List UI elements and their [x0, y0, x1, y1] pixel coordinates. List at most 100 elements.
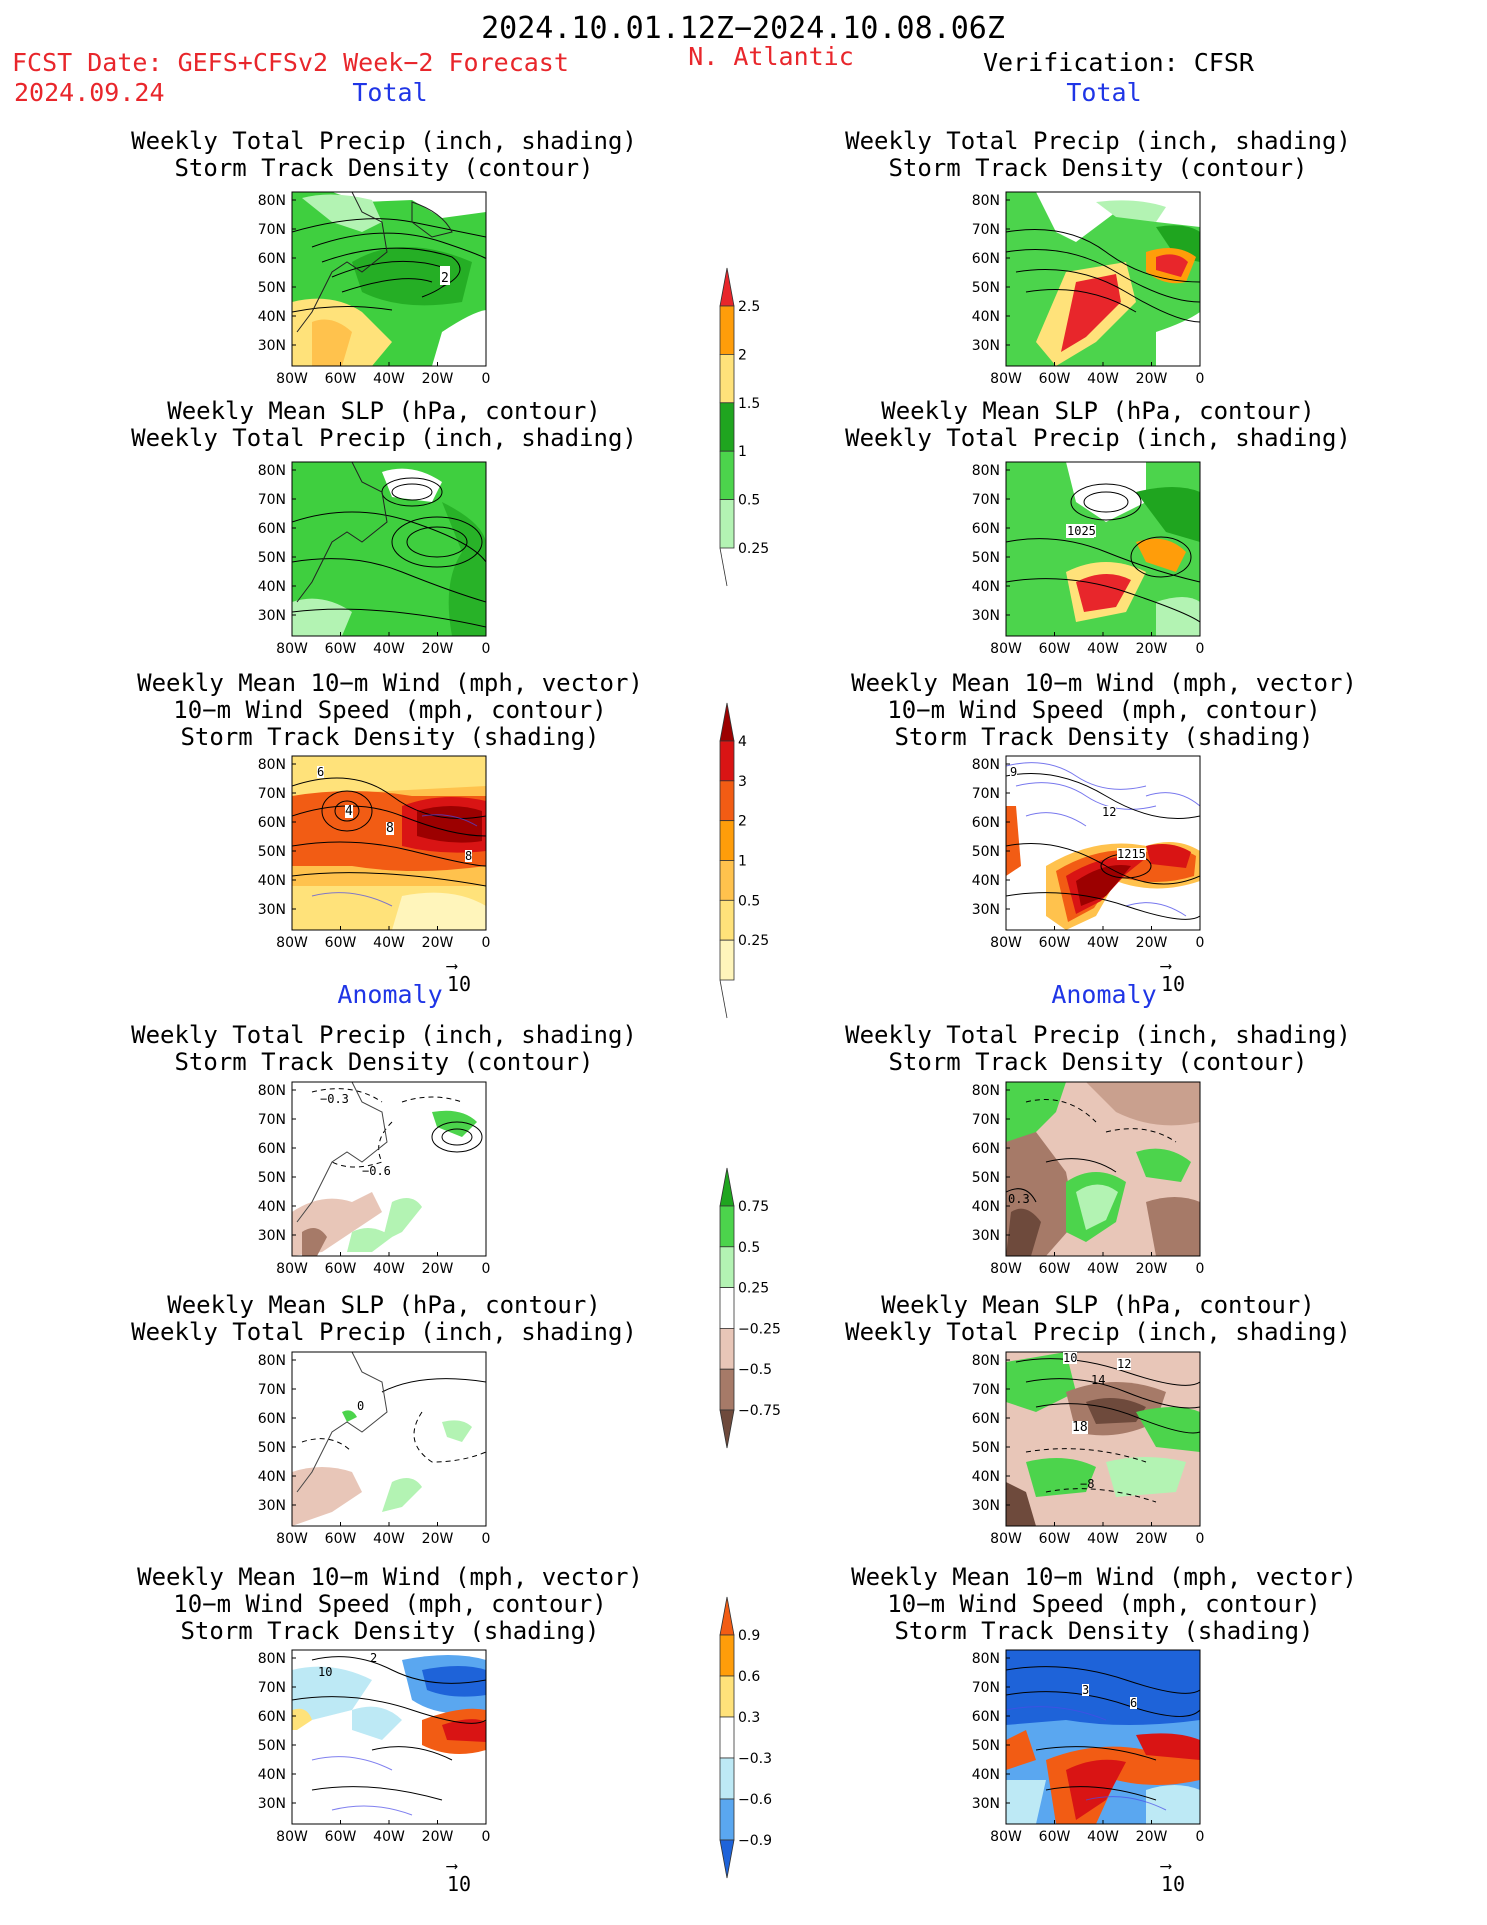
colorbar-segment: [719, 450, 735, 501]
colorbar-segment: [719, 740, 735, 782]
lat-tick-label: 80N: [972, 1083, 1000, 1099]
colorbar-label: 4: [738, 734, 747, 750]
map-vf-anom-precip: [1005, 1081, 1201, 1257]
forecast-date-label: FCST Date: GEFS+CFSv2 Week−2 Forecast: [12, 48, 569, 77]
lat-tick-label: 50N: [972, 280, 1000, 296]
lon-tick-label: 60W: [325, 1829, 357, 1845]
lat-tick-label: 70N: [258, 1382, 286, 1398]
lat-tick-label: 50N: [972, 1170, 1000, 1186]
lon-tick-label: 40W: [373, 935, 405, 951]
colorbar-label: 1.5: [738, 396, 760, 412]
colorbar-segment: [719, 1368, 735, 1411]
contour-label: −0.3: [320, 1092, 349, 1106]
lat-tick-label: 70N: [258, 1112, 286, 1128]
lat-tick-label: 50N: [972, 1440, 1000, 1456]
map-axes: 80N 70N 60N 50N 40N 30N 80W 60W 40W 20W 0: [972, 463, 1205, 657]
lat-tick-label: 50N: [258, 550, 286, 566]
lon-tick-label: 60W: [1039, 935, 1071, 951]
lon-tick-label: 60W: [325, 1531, 357, 1547]
lon-tick-label: 20W: [1136, 371, 1168, 387]
lon-tick-label: 40W: [373, 641, 405, 657]
lat-tick-label: 70N: [258, 1680, 286, 1696]
lat-tick-label: 30N: [972, 1498, 1000, 1514]
colorbar-label: −0.9: [738, 1833, 772, 1849]
colorbar-segment: [719, 499, 735, 549]
lon-tick-label: 20W: [1136, 1531, 1168, 1547]
colorbar-segment: [719, 1167, 735, 1207]
contour-label: 6: [317, 765, 325, 779]
lon-tick-label: 80W: [990, 371, 1022, 387]
lat-tick-label: 40N: [258, 1469, 286, 1485]
lon-tick-label: 60W: [325, 1261, 357, 1277]
lon-tick-label: 60W: [1039, 1261, 1071, 1277]
lat-tick-label: 50N: [258, 1170, 286, 1186]
forecast-date: 2024.09.24: [14, 78, 165, 107]
lat-tick-label: 40N: [972, 579, 1000, 595]
lat-tick-label: 80N: [258, 193, 286, 209]
colorbar-anom-storm: 0.9 0.6 0.3 −0.3 −0.6 −0.9: [719, 1596, 772, 1879]
section-total-verification: Total: [1066, 78, 1142, 107]
lon-tick-label: 60W: [1039, 1829, 1071, 1845]
lon-tick-label: 0: [1196, 371, 1205, 387]
vector-reference: ⟶ 10: [447, 956, 472, 997]
colorbar-label: −0.75: [738, 1403, 781, 1419]
lat-tick-label: 40N: [258, 873, 286, 889]
lon-tick-label: 80W: [276, 371, 308, 387]
colorbar-segment: [719, 1675, 735, 1718]
lat-tick-label: 40N: [972, 309, 1000, 325]
lat-tick-label: 60N: [258, 251, 286, 267]
contour-label: 12: [1102, 805, 1117, 819]
contour-label: 14: [1091, 1373, 1106, 1387]
colorbar-label: 0.5: [738, 893, 760, 909]
colorbar-segment: [719, 1798, 735, 1841]
lon-tick-label: 60W: [1039, 371, 1071, 387]
lat-tick-label: 30N: [972, 338, 1000, 354]
lat-tick-label: 50N: [258, 280, 286, 296]
contour-label: 18: [1072, 1420, 1088, 1435]
lon-tick-label: 20W: [422, 1261, 454, 1277]
lon-tick-label: 20W: [422, 371, 454, 387]
lat-tick-label: 40N: [972, 1767, 1000, 1783]
lat-tick-label: 70N: [258, 222, 286, 238]
contour-label: 4: [345, 804, 353, 819]
colorbar-label: 0.25: [738, 1281, 769, 1297]
lat-tick-label: 60N: [258, 1141, 286, 1157]
title-fc-total-wind: Weekly Mean 10−m Wind (mph, vector) 10−m …: [137, 669, 643, 751]
title-fc-anom-wind: Weekly Mean 10−m Wind (mph, vector) 10−m …: [137, 1563, 643, 1645]
lat-tick-label: 80N: [972, 193, 1000, 209]
contour-label: 8: [386, 821, 394, 836]
lat-tick-label: 30N: [258, 608, 286, 624]
colorbar-segment: [719, 1205, 735, 1248]
lon-tick-label: 0: [1196, 1261, 1205, 1277]
colorbar-tail: [719, 547, 728, 587]
lat-tick-label: 30N: [972, 1796, 1000, 1812]
colorbar-segment: [719, 820, 735, 861]
lat-tick-label: 60N: [972, 521, 1000, 537]
lon-tick-label: 60W: [325, 371, 357, 387]
map-fc-anom-wind: [291, 1649, 487, 1825]
lat-tick-label: 50N: [972, 844, 1000, 860]
lat-tick-label: 80N: [972, 1353, 1000, 1369]
title-fc-total-slp: Weekly Mean SLP (hPa, contour) Weekly Tot…: [131, 397, 637, 452]
contour-label: 10: [318, 1665, 333, 1679]
lon-tick-label: 40W: [373, 371, 405, 387]
colorbar-label: −0.3: [738, 1751, 772, 1767]
lon-tick-label: 20W: [422, 1531, 454, 1547]
lat-tick-label: 80N: [258, 1083, 286, 1099]
lon-tick-label: 60W: [325, 935, 357, 951]
lon-tick-label: 0: [1196, 935, 1205, 951]
lon-tick-label: 80W: [276, 1531, 308, 1547]
lon-tick-label: 80W: [990, 1829, 1022, 1845]
lat-tick-label: 80N: [972, 463, 1000, 479]
map-axes: 80N 70N 60N 50N 40N 30N 80W 60W 40W 20W 0: [972, 1651, 1205, 1845]
title-vf-total-slp: Weekly Mean SLP (hPa, contour) Weekly Tot…: [845, 397, 1351, 452]
lat-tick-label: 40N: [972, 1199, 1000, 1215]
lon-tick-label: 0: [1196, 1531, 1205, 1547]
colorbar-segment: [719, 702, 735, 742]
lon-tick-label: 60W: [1039, 641, 1071, 657]
title-vf-total-precip: Weekly Total Precip (inch, shading) Storm…: [845, 127, 1351, 182]
contour-label: 1215: [1117, 847, 1146, 861]
lat-tick-label: 50N: [258, 1738, 286, 1754]
lon-tick-label: 0: [482, 1829, 491, 1845]
